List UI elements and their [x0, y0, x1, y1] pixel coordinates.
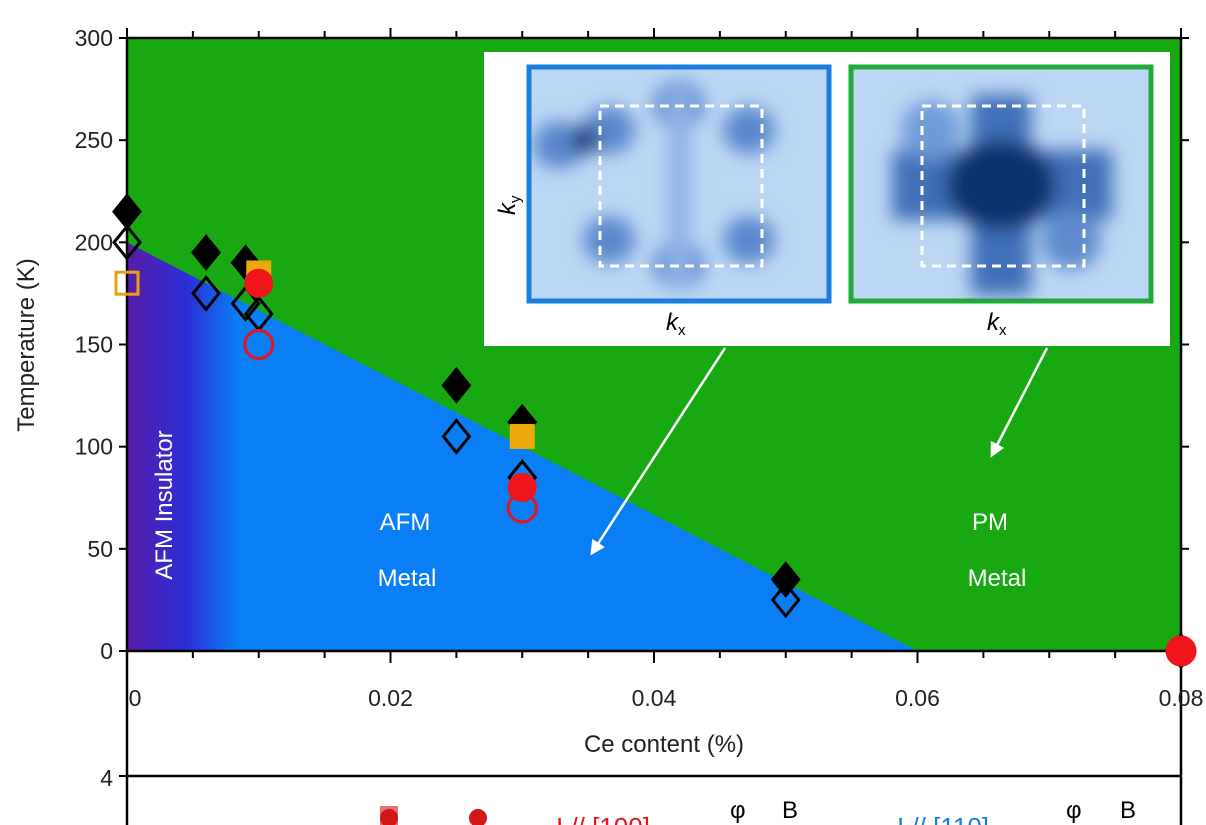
region-label: AFM Insulator — [151, 430, 178, 579]
x-tick-label: 0.08 — [1159, 685, 1204, 711]
chart: AFM InsulatorAFMMetalPMMetalkykxkx050100… — [0, 0, 1206, 825]
feature — [723, 106, 775, 154]
x-tick-label: 0.02 — [368, 685, 413, 711]
region-label: Metal — [968, 565, 1027, 592]
y-tick-label: 150 — [75, 332, 113, 358]
circle-marker — [509, 475, 535, 501]
x-tick-label: 0 — [129, 685, 142, 711]
circle-marker — [246, 270, 272, 296]
feature — [583, 216, 635, 264]
feature — [570, 126, 598, 154]
symbol: B — [782, 797, 798, 824]
region-label: PM — [972, 509, 1008, 536]
feature — [1041, 210, 1101, 270]
square-marker — [511, 425, 533, 447]
y-tick-label: 4 — [100, 765, 113, 791]
subscript: x — [678, 322, 686, 339]
y-tick-label: 0 — [100, 638, 113, 664]
symbol: φ — [1066, 797, 1082, 824]
page: {"chart_data":{"type":"scatter", "x_labe… — [0, 0, 1206, 825]
legend-label: I // [100] — [556, 812, 650, 825]
y-axis-title: Temperature (K) — [13, 258, 40, 431]
x-tick-label: 0.04 — [632, 685, 677, 711]
feature — [901, 100, 961, 160]
y-tick-label: 300 — [75, 25, 113, 51]
y-tick-label: 200 — [75, 229, 113, 255]
symbol: φ — [730, 797, 746, 824]
region-label: Metal — [378, 565, 437, 592]
feature — [667, 90, 691, 290]
y-tick-label: 100 — [75, 434, 113, 460]
x-axis-title: Ce content (%) — [584, 731, 744, 758]
legend-label: I // [110] — [897, 812, 989, 825]
feature — [723, 216, 775, 264]
circle-marker — [1168, 638, 1194, 664]
region-label: AFM — [380, 509, 431, 536]
x-tick-label: 0.06 — [895, 685, 940, 711]
subscript: y — [507, 195, 524, 203]
legend-marker — [469, 809, 487, 825]
feature — [946, 140, 1056, 230]
y-tick-label: 250 — [75, 127, 113, 153]
symbol: B — [1120, 797, 1136, 824]
y-tick-label: 50 — [87, 536, 113, 562]
subscript: x — [999, 322, 1007, 339]
afm-insulator-region — [127, 242, 238, 651]
